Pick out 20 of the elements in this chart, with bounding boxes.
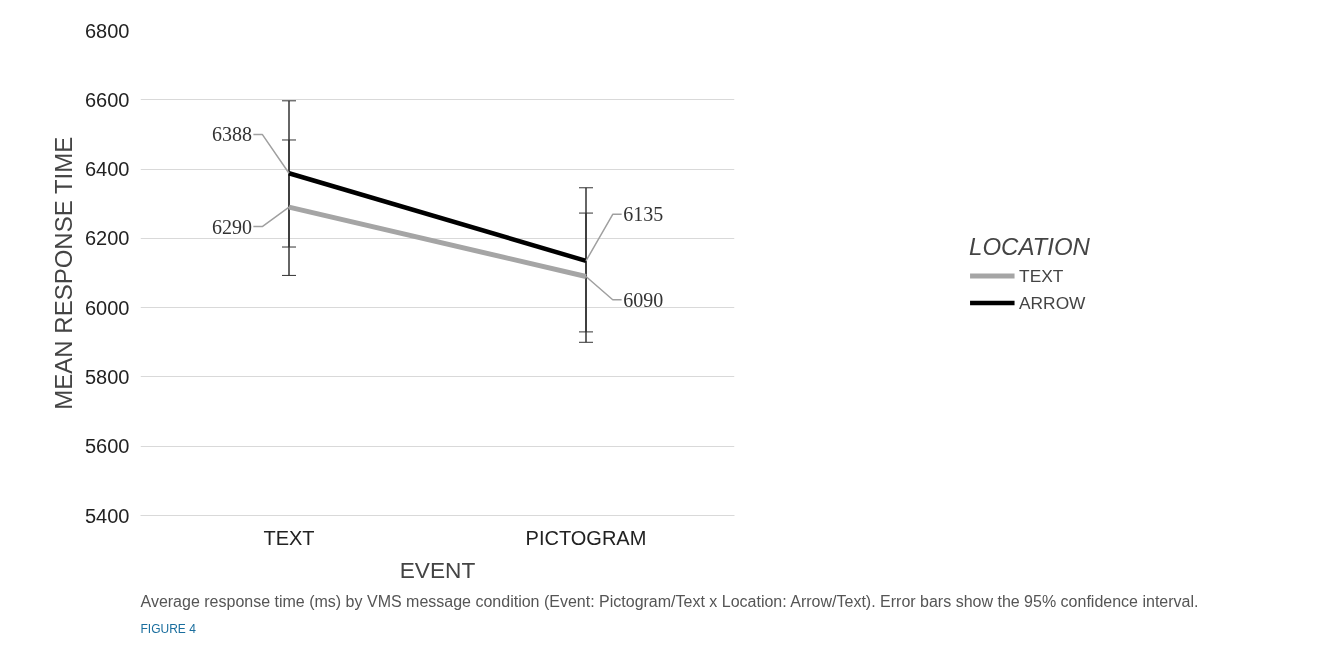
y-tick-label: 6200: [85, 227, 130, 250]
caption: FIGURE 4: [140, 621, 197, 636]
data-label: 6090: [623, 288, 664, 311]
text: Average response time (ms) by VMS message condition (Event: Pictogram/Text x Location: Arrow/Text). Error bars show the 95% confidence interval.: [140, 592, 1199, 610]
legend-label: TEXT: [1019, 265, 1064, 286]
legend-title: LOCATION: [969, 232, 1090, 260]
y-axis-title: MEAN RESPONSE TIME: [50, 136, 78, 410]
y-tick-label: 6800: [85, 19, 130, 42]
y-tick-label: 5400: [85, 504, 130, 527]
x-tick-label: PICTOGRAM: [525, 526, 647, 549]
y-tick-label: 6600: [85, 88, 130, 111]
x-axis-title: EVENT: [399, 556, 476, 583]
data-label: 6135: [623, 203, 664, 226]
y-tick-label: 5600: [85, 435, 130, 458]
y-tick-label: 6400: [85, 158, 130, 181]
y-tick-label: 6000: [85, 296, 130, 319]
data-label: 6388: [211, 123, 252, 146]
y-tick-label: 5800: [85, 365, 130, 388]
legend-label: ARROW: [1019, 292, 1086, 313]
data-label: 6290: [211, 215, 252, 238]
